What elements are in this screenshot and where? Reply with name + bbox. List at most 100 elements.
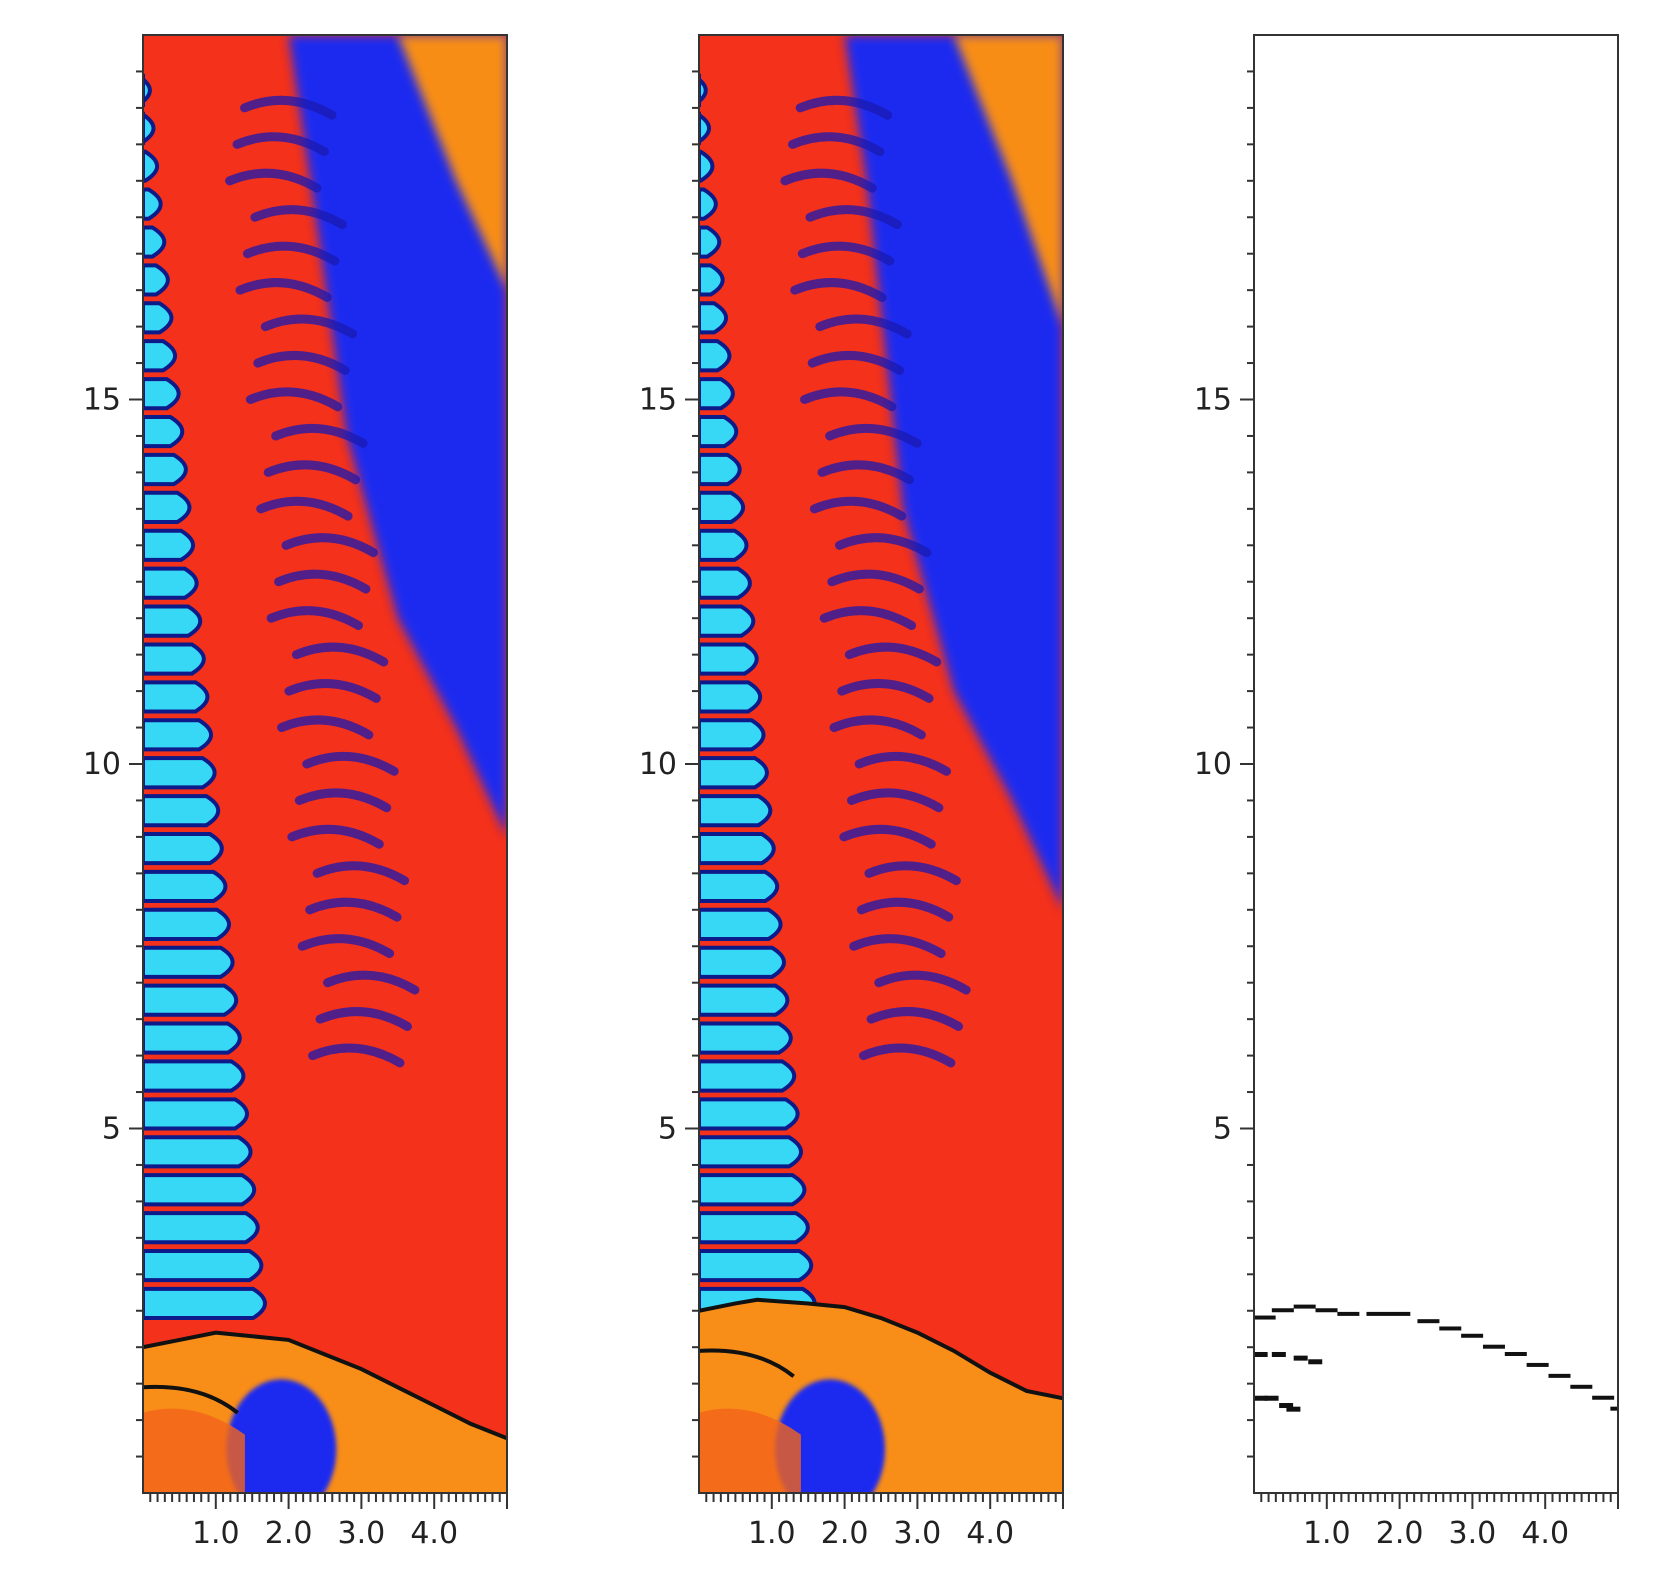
dense-finger — [143, 604, 203, 638]
data-point — [1254, 1351, 1268, 1357]
field-blue-region — [844, 35, 1063, 910]
x-tick-label: 4.0 — [410, 1516, 458, 1551]
panel-3: 5 10 15 1.0 2.0 3.0 4.0 — [1194, 34, 1619, 1551]
dense-finger — [143, 1211, 260, 1245]
x-tick-label: 1.0 — [748, 1516, 796, 1551]
mixing-streak — [232, 132, 329, 157]
mixing-streak — [281, 533, 378, 558]
mixing-streak — [835, 533, 932, 558]
panel-1: 5 10 15 1.0 2.0 3.0 4.0 — [83, 34, 508, 1551]
x-tick-label: 2.0 — [265, 1516, 313, 1551]
x-tick-label: 3.0 — [338, 1516, 386, 1551]
dense-finger — [699, 263, 725, 297]
mixing-streak — [250, 205, 347, 230]
mixing-streak — [302, 751, 399, 776]
mixing-streak — [849, 934, 946, 959]
mixing-streak — [315, 1007, 412, 1031]
dense-finger — [699, 225, 722, 259]
series-1 — [1254, 1304, 1618, 1411]
dense-finger — [699, 945, 786, 979]
shocked-blue-pocket — [775, 1379, 886, 1493]
mixing-streak — [242, 241, 340, 266]
plot-area — [699, 35, 1063, 1493]
dense-finger — [143, 1135, 253, 1169]
secondary-shock-line — [143, 1384, 239, 1415]
mixing-streak — [274, 569, 371, 594]
mixing-streak — [790, 278, 887, 302]
dense-finger — [143, 718, 213, 752]
y-tick-label: 10 — [1194, 747, 1232, 782]
mixing-streak — [297, 934, 395, 959]
y-tick-label: 5 — [102, 1112, 121, 1147]
data-point — [1388, 1311, 1411, 1316]
dense-finger — [699, 566, 752, 600]
dense-finger — [699, 680, 763, 714]
series-2 — [1254, 1351, 1323, 1365]
dense-finger — [699, 1173, 807, 1207]
mixing-streak — [797, 241, 895, 266]
data-point — [1315, 1308, 1338, 1313]
dense-finger — [143, 1059, 246, 1093]
mixing-streak — [291, 642, 389, 667]
dense-finger — [143, 301, 174, 335]
dense-finger — [699, 1135, 803, 1169]
x-tick-label: 2.0 — [821, 1516, 869, 1551]
dense-finger — [699, 490, 746, 524]
mixing-streak — [308, 1043, 405, 1068]
dense-finger — [143, 983, 239, 1017]
y-tick-label: 5 — [658, 1112, 677, 1147]
mixing-streak — [874, 970, 971, 995]
data-point — [1308, 1359, 1323, 1365]
dense-finger — [143, 1248, 264, 1283]
shock-front-line — [699, 1297, 1063, 1401]
x-tick-label: 2.0 — [1376, 1516, 1424, 1551]
mixing-streak — [323, 970, 420, 995]
dense-finger — [143, 452, 188, 487]
mixing-streak — [263, 460, 361, 485]
data-point — [1271, 1308, 1294, 1313]
mixing-streak — [235, 278, 332, 302]
data-point — [1461, 1333, 1484, 1338]
mixing-streak — [817, 460, 914, 485]
y-tick-label: 5 — [1213, 1112, 1232, 1147]
dense-finger — [699, 794, 773, 828]
mixing-streak — [807, 350, 905, 375]
dense-finger — [143, 869, 228, 904]
y-tick-label: 10 — [639, 747, 677, 782]
plot-area — [1254, 1304, 1618, 1412]
data-point — [1254, 1315, 1276, 1320]
dense-finger — [143, 1097, 249, 1131]
mixing-streak — [225, 168, 322, 193]
x-tick-label: 1.0 — [1303, 1516, 1351, 1551]
mixing-streak — [847, 788, 944, 813]
data-point — [1570, 1384, 1593, 1389]
dense-finger — [143, 680, 210, 714]
x-tick-label: 4.0 — [966, 1516, 1014, 1551]
dense-finger — [143, 339, 178, 373]
mixing-streak — [305, 897, 402, 922]
dense-finger — [143, 73, 152, 107]
dense-finger — [699, 718, 766, 752]
dense-finger — [143, 831, 224, 866]
x-tick-label: 4.0 — [1521, 1516, 1569, 1551]
x-tick-label: 1.0 — [192, 1516, 240, 1551]
data-point — [1254, 1395, 1268, 1401]
mixing-streak — [837, 679, 934, 703]
mixing-streak — [844, 642, 942, 667]
x-tick-label: 3.0 — [1449, 1516, 1497, 1551]
dense-finger — [143, 1286, 267, 1321]
mixing-streak — [827, 569, 924, 594]
mixing-streak — [256, 496, 353, 521]
data-point — [1592, 1395, 1615, 1400]
mixing-streak — [854, 751, 952, 776]
mixing-streak — [260, 314, 358, 339]
panel-2: 5 10 15 1.0 2.0 3.0 4.0 — [639, 34, 1064, 1551]
mixing-streak — [240, 95, 337, 120]
dense-finger — [143, 642, 206, 676]
mixing-streak — [819, 606, 917, 630]
dense-finger — [143, 490, 192, 524]
dense-finger — [699, 187, 718, 221]
mixing-streak — [271, 423, 368, 448]
mixing-streak — [294, 788, 392, 813]
